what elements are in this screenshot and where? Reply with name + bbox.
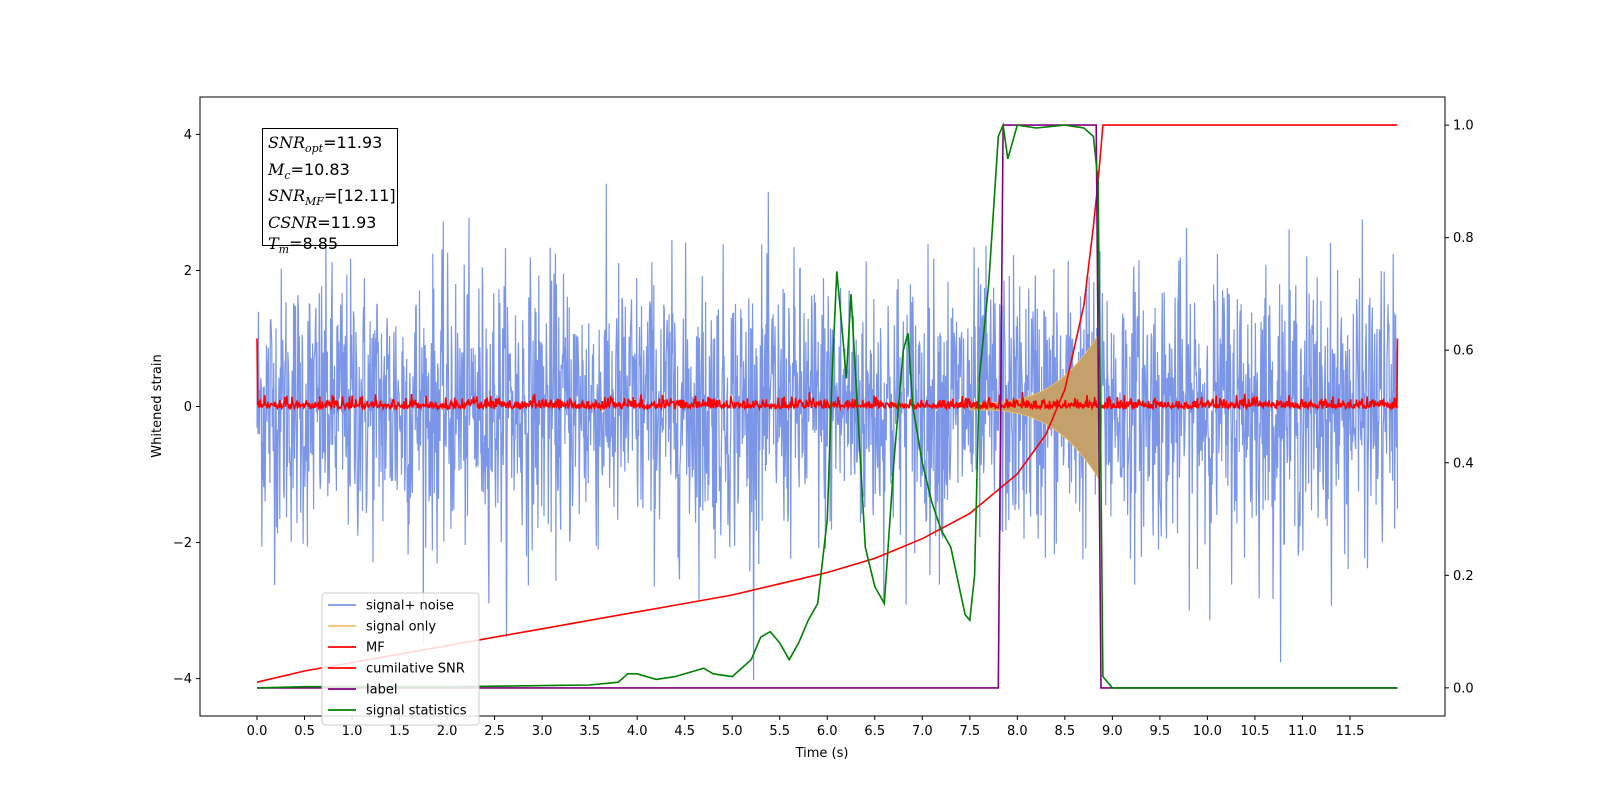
annotation-line: Tm=8.85 bbox=[268, 233, 339, 256]
annotation-line: CSNR=11.93 bbox=[268, 213, 377, 233]
x-tick-label: 4.0 bbox=[627, 724, 648, 739]
x-tick-label: 0.5 bbox=[294, 724, 315, 739]
x-tick-label: 10.5 bbox=[1240, 724, 1269, 739]
legend-entry: signal statistics bbox=[366, 704, 467, 719]
x-tick-label: 4.5 bbox=[674, 724, 695, 739]
series-signal-noise bbox=[256, 183, 1399, 681]
x-tick-label: 10.0 bbox=[1193, 724, 1222, 739]
y2-tick-label: 0.8 bbox=[1453, 231, 1474, 246]
y2-tick-label: 0.6 bbox=[1453, 344, 1474, 359]
x-tick-label: 3.0 bbox=[532, 724, 553, 739]
legend-entry: label bbox=[366, 683, 397, 698]
y-axis-label: Whitened strain bbox=[150, 354, 165, 457]
x-tick-label: 6.0 bbox=[817, 724, 838, 739]
x-tick-label: 5.0 bbox=[722, 724, 743, 739]
x-tick-label: 9.5 bbox=[1150, 724, 1171, 739]
x-axis-label: Time (s) bbox=[795, 746, 849, 761]
y-axis-left: −4 −2 0 2 4 bbox=[173, 128, 200, 687]
y2-tick-label: 0.2 bbox=[1453, 569, 1474, 584]
y-tick-label: 0 bbox=[184, 400, 192, 415]
legend-box bbox=[321, 592, 480, 726]
x-tick-label: 5.5 bbox=[769, 724, 790, 739]
x-tick-label: 8.0 bbox=[1007, 724, 1028, 739]
x-tick-label: 9.0 bbox=[1102, 724, 1123, 739]
legend-entry: signal+ noise bbox=[366, 599, 454, 614]
x-axis: 0.0 0.5 1.0 1.5 2.0 2.5 3.0 3.5 4.0 4.5 5.0 5.5 6.0 6… bbox=[247, 716, 1364, 739]
legend-entry: cumilative SNR bbox=[366, 662, 465, 677]
x-tick-label: 11.0 bbox=[1288, 724, 1317, 739]
x-tick-label: 7.0 bbox=[912, 724, 933, 739]
annotation-box: SNRopt=11.93 Mc=10.83 SNRMF=[12.11] CSNR=11… bbox=[262, 128, 398, 256]
y2-tick-label: 0.0 bbox=[1453, 681, 1474, 696]
x-tick-label: 7.5 bbox=[959, 724, 980, 739]
annotation-line: SNRMF=[12.11] bbox=[268, 186, 396, 209]
y-tick-label: −4 bbox=[173, 672, 192, 687]
x-tick-label: 6.5 bbox=[864, 724, 885, 739]
y2-tick-label: 1.0 bbox=[1453, 119, 1474, 134]
x-tick-label: 8.5 bbox=[1055, 724, 1076, 739]
y-tick-label: −2 bbox=[173, 536, 192, 551]
x-tick-label: 0.0 bbox=[247, 724, 268, 739]
legend-entry: signal only bbox=[366, 620, 436, 635]
legend-entry: MF bbox=[366, 641, 385, 656]
y-tick-label: 4 bbox=[184, 128, 192, 143]
y2-tick-label: 0.4 bbox=[1453, 456, 1474, 471]
legend: signal+ noise signal only MF cumilative SNR… bbox=[321, 592, 480, 726]
y-tick-label: 2 bbox=[184, 264, 192, 279]
x-tick-label: 11.5 bbox=[1335, 724, 1364, 739]
annotation-line: SNRopt=11.93 bbox=[268, 133, 383, 156]
x-tick-label: 3.5 bbox=[579, 724, 600, 739]
series-signal-statistics bbox=[256, 122, 1398, 689]
x-tick-label: 2.0 bbox=[437, 724, 458, 739]
plot-area bbox=[256, 122, 1399, 689]
x-tick-label: 2.5 bbox=[484, 724, 505, 739]
series-mf bbox=[256, 338, 1399, 412]
x-tick-label: 1.5 bbox=[389, 724, 410, 739]
annotation-line: Mc=10.83 bbox=[268, 159, 350, 182]
x-tick-label: 1.0 bbox=[342, 724, 363, 739]
y-axis-right: 0.0 0.2 0.4 0.6 0.8 1.0 bbox=[1445, 119, 1474, 696]
